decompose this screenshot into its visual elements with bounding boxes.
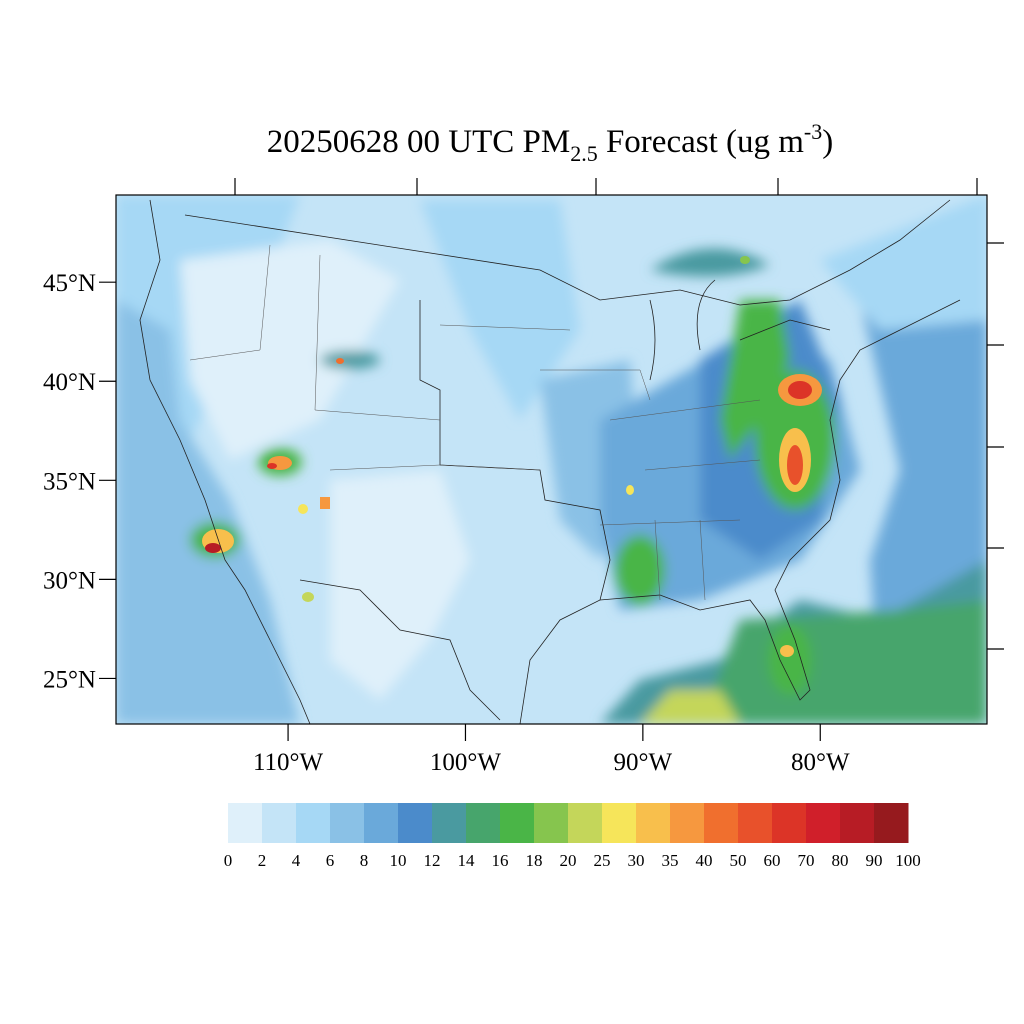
colorbar-box — [840, 803, 875, 843]
lon-label: 80°W — [791, 749, 850, 776]
colorbar-label: 60 — [764, 851, 781, 870]
lon-label: 90°W — [614, 749, 673, 776]
colorbar-label: 20 — [560, 851, 577, 870]
state-lines — [189, 244, 761, 601]
colorbar-label: 90 — [866, 851, 883, 870]
map-field — [116, 195, 987, 724]
map-frame — [115, 194, 988, 725]
colorbar-label: 4 — [292, 851, 301, 870]
colorbar-box — [330, 803, 365, 843]
colorbar-label: 100 — [895, 851, 921, 870]
colorbar-box — [704, 803, 739, 843]
colorbar-label: 12 — [424, 851, 441, 870]
colorbar-label: 80 — [832, 851, 849, 870]
colorbar-label: 10 — [390, 851, 407, 870]
colorbar-box — [432, 803, 467, 843]
lat-label: 25°N — [43, 666, 96, 693]
colorbar-box — [806, 803, 841, 843]
colorbar-box — [296, 803, 331, 843]
title-end: ) — [822, 124, 833, 160]
colorbar-box — [228, 803, 263, 843]
colorbar-label: 35 — [662, 851, 679, 870]
title-main: 20250628 00 UTC PM — [267, 124, 570, 160]
colorbar-label: 25 — [594, 851, 611, 870]
colorbar-label: 50 — [730, 851, 747, 870]
colorbar-box — [670, 803, 705, 843]
title-mid: Forecast (ug m — [598, 124, 805, 160]
colorbar-box — [262, 803, 297, 843]
colorbar-box — [466, 803, 501, 843]
colorbar-label: 16 — [492, 851, 509, 870]
lon-label: 110°W — [253, 749, 324, 776]
lat-label: 35°N — [43, 468, 96, 495]
colorbar-box — [602, 803, 637, 843]
colorbar-label: 30 — [628, 851, 645, 870]
lon-label: 100°W — [430, 749, 501, 776]
colorbar-label: 70 — [798, 851, 815, 870]
boundaries — [139, 199, 961, 724]
colorbar-box — [738, 803, 773, 843]
colorbar-box — [398, 803, 433, 843]
colorbar-box — [568, 803, 603, 843]
hotspots — [202, 256, 822, 657]
lat-label: 45°N — [43, 270, 96, 297]
colorbar-label: 14 — [458, 851, 476, 870]
colorbar-box — [500, 803, 535, 843]
colorbar-label: 0 — [224, 851, 233, 870]
colorbar-label: 2 — [258, 851, 267, 870]
colorbar-label: 40 — [696, 851, 713, 870]
colorbar-label: 8 — [360, 851, 369, 870]
colorbar-label: 6 — [326, 851, 335, 870]
colorbar-box — [772, 803, 807, 843]
lat-label: 30°N — [43, 567, 96, 594]
title-subscript: 2.5 — [570, 141, 598, 166]
frame-ticks — [234, 178, 1004, 650]
lat-label: 40°N — [43, 369, 96, 396]
colorbar-box — [364, 803, 399, 843]
title-superscript: -3 — [804, 119, 822, 144]
colorbar-box — [636, 803, 671, 843]
colorbar-box — [874, 803, 909, 843]
concentration-shading — [116, 195, 987, 724]
title: 20250628 00 UTC PM2.5 Forecast (ug m-3) — [267, 119, 833, 166]
colorbar-label: 18 — [526, 851, 543, 870]
colorbar-box — [534, 803, 569, 843]
